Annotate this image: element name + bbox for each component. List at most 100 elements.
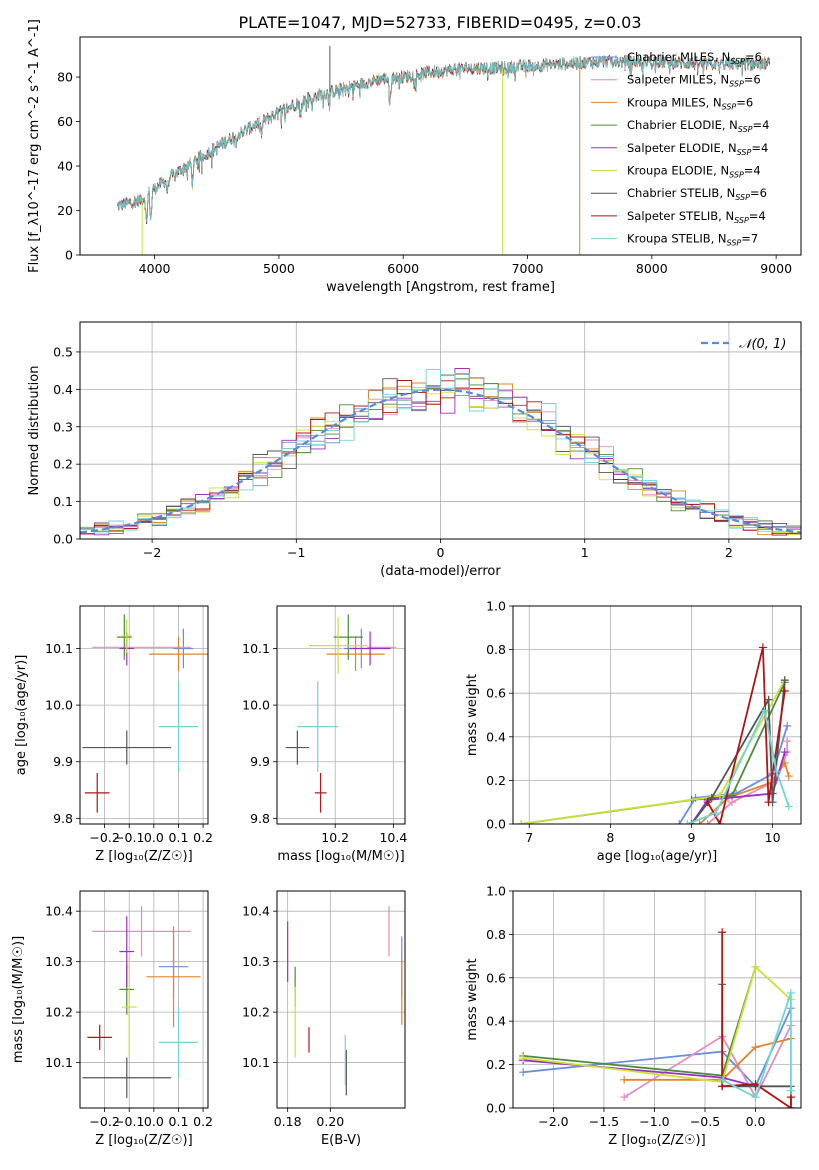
weight_vs_age-marker xyxy=(780,676,789,685)
mass_vs_Z-ytick-label: 10.2 xyxy=(45,1005,73,1020)
age_vs_mass-ytick-label: 9.8 xyxy=(250,811,270,826)
spectrum-ytick-label: 60 xyxy=(57,114,73,129)
weight_vs_age-marker xyxy=(703,820,712,824)
age_vs_Z-ytick-label: 9.8 xyxy=(53,811,73,826)
weight_vs_age-xtick-label: 9 xyxy=(688,830,696,845)
weight_vs_Z-ytick-label: 0.4 xyxy=(486,1014,506,1029)
spectrum-xlabel: wavelength [Angstrom, rest frame] xyxy=(326,280,555,295)
weight_vs_age-marker xyxy=(758,643,767,652)
spectrum-xtick-label: 5000 xyxy=(263,261,295,276)
spectrum-ylabel: Flux [f_λ10^-17 erg cm^-2 s^-1 A^-1] xyxy=(27,19,42,273)
weight_vs_age-series-4 xyxy=(690,751,786,824)
age_vs_Z-xtick-label: 0.0 xyxy=(144,830,164,845)
residuals-hist-8 xyxy=(80,369,801,539)
weight_vs_age-marker xyxy=(780,748,789,757)
weight_vs_Z-ylabel: mass weight xyxy=(465,958,480,1040)
weight_vs_age-marker xyxy=(715,820,724,824)
weight_vs_Z-xlabel: Z [log₁₀(Z/Z☉)] xyxy=(608,1133,705,1148)
weight_vs_age-marker xyxy=(783,721,792,730)
mass_vs_ebv-panel: 0.18 0.20 10.1 10.2 10.3 10.4 E(B-V) xyxy=(242,890,406,1148)
mass_vs_ebv-frame xyxy=(276,890,406,1109)
weight_vs_Z-ytick-label: 0.0 xyxy=(486,1101,506,1116)
weight_vs_Z-marker xyxy=(620,1093,629,1102)
weight_vs_Z-marker xyxy=(786,988,795,997)
residuals-xtick-label: −1 xyxy=(287,545,305,560)
residuals-ytick-label: 0.4 xyxy=(53,382,73,397)
weight_vs_age-xlabel: age [log₁₀(age/yr)] xyxy=(597,849,718,864)
weight_vs_Z-xtick-label: 0.0 xyxy=(746,1114,766,1129)
weight_vs_Z-marker xyxy=(718,928,727,937)
weight_vs_Z-marker xyxy=(786,1086,795,1095)
weight_vs_age-marker xyxy=(707,793,716,802)
age_vs_mass-frame xyxy=(276,605,406,825)
age_vs_Z-ylabel: age [log₁₀(age/yr)] xyxy=(14,655,29,776)
spectrum-legend-label: Chabrier MILES, NSSP=6 xyxy=(627,50,762,66)
spectrum-legend-label: Salpeter STELIB, NSSP=4 xyxy=(627,209,766,225)
weight_vs_age-xtick-label: 8 xyxy=(606,830,614,845)
spectrum-legend-label: Kroupa ELODIE, NSSP=4 xyxy=(627,164,761,180)
age_vs_Z-xtick-label: 0.2 xyxy=(193,830,213,845)
age_vs_Z-ytick-label: 10.1 xyxy=(45,641,73,656)
spectrum-legend-label: Salpeter MILES, NSSP=6 xyxy=(627,73,761,89)
mass_vs_ebv-xtick-label: 0.18 xyxy=(274,1114,302,1129)
weight_vs_Z-series-1 xyxy=(623,1025,792,1100)
mass_vs_Z-frame xyxy=(79,890,209,1109)
residuals-xtick-label: 1 xyxy=(581,545,589,560)
weight_vs_age-marker xyxy=(784,772,793,781)
weight_vs_Z-xtick-label: −1.5 xyxy=(589,1114,619,1129)
mass_vs_ebv-ytick-label: 10.2 xyxy=(242,1005,270,1020)
weight_vs_age-plot-area xyxy=(513,606,801,824)
residuals-ytick-label: 0.3 xyxy=(53,419,73,434)
age_vs_mass-plot-area xyxy=(277,606,405,824)
mass_vs_Z-ylabel: mass [log₁₀(M/M☉)] xyxy=(11,936,26,1063)
spectrum-legend-label: Chabrier STELIB, NSSP=6 xyxy=(627,186,767,202)
mass_vs_Z-xtick-label: 0.1 xyxy=(169,1114,189,1129)
residuals-xlabel: (data-model)/error xyxy=(380,564,501,579)
spectrum-xtick-label: 4000 xyxy=(139,261,171,276)
weight_vs_Z-series-8 xyxy=(721,992,792,1099)
weight_vs_age-ytick-label: 0.2 xyxy=(486,773,506,788)
weight_vs_Z-xtick-label: −1.0 xyxy=(639,1114,669,1129)
weight_vs_Z-ytick-label: 0.6 xyxy=(486,970,506,985)
spectrum-ytick-label: 0 xyxy=(65,248,73,263)
residuals-frame xyxy=(79,321,802,540)
residuals-panel: −2 −1 0 1 2 0.0 0.1 0.2 0.3 0.4 0.5 (data-model)/er… xyxy=(27,321,802,579)
weight_vs_Z-ytick-label: 0.8 xyxy=(486,927,506,942)
mass_vs_ebv-ytick-label: 10.4 xyxy=(242,904,270,919)
residuals-legend-label: 𝒩(0, 1) xyxy=(739,337,786,352)
weight_vs_Z-ytick-label: 0.2 xyxy=(486,1057,506,1072)
weight_vs_age-marker xyxy=(764,695,773,704)
mass_vs_Z-xtick-label: −0.1 xyxy=(114,1114,144,1129)
spectrum-legend-label: Salpeter ELODIE, NSSP=4 xyxy=(627,141,768,157)
weight_vs_age-marker xyxy=(772,767,781,776)
figure-title: PLATE=1047, MJD=52733, FIBERID=0495, z=0… xyxy=(238,13,641,32)
age_vs_Z-xtick-label: −0.1 xyxy=(114,830,144,845)
spectrum-ytick-label: 40 xyxy=(57,159,73,174)
age_vs_mass-xtick-label: 10.2 xyxy=(321,830,349,845)
mass_vs_Z-xtick-label: 0.2 xyxy=(193,1114,213,1129)
weight_vs_age-marker xyxy=(695,820,704,824)
age_vs_mass-xlabel: mass [log₁₀(M/M☉)] xyxy=(277,849,404,864)
mass_vs_ebv-xlabel: E(B-V) xyxy=(321,1133,361,1148)
age_vs_Z-plot-area xyxy=(80,606,208,824)
spectrum-xtick-label: 9000 xyxy=(760,261,792,276)
weight_vs_age-xtick-label: 7 xyxy=(525,830,533,845)
weight_vs_age-ylabel: mass weight xyxy=(465,674,480,756)
weight_vs_Z-xtick-label: −2.0 xyxy=(538,1114,568,1129)
weight_vs_age-marker xyxy=(517,820,526,824)
weight_vs_Z-marker xyxy=(751,962,760,971)
residuals-ytick-label: 0.2 xyxy=(53,457,73,472)
weight_vs_age-ytick-label: 0.0 xyxy=(486,817,506,832)
spectrum-xtick-label: 7000 xyxy=(512,261,544,276)
residuals-ytick-label: 0.1 xyxy=(53,494,73,509)
weight_vs_Z-frame xyxy=(512,890,802,1109)
spectrum-ytick-label: 80 xyxy=(57,70,73,85)
spectrum-frame xyxy=(79,36,802,256)
weight_vs_Z-series-7 xyxy=(721,932,792,1108)
weight_vs_age-marker xyxy=(703,798,712,807)
age_vs_mass-panel: 10.2 10.4 9.8 9.9 10.0 10.1 mass [log₁₀(M/M☉)] xyxy=(242,605,407,864)
weight_vs_Z-marker xyxy=(620,1075,629,1084)
weight_vs_Z-series-5 xyxy=(522,965,792,1083)
weight_vs_Z-marker xyxy=(519,1054,528,1063)
